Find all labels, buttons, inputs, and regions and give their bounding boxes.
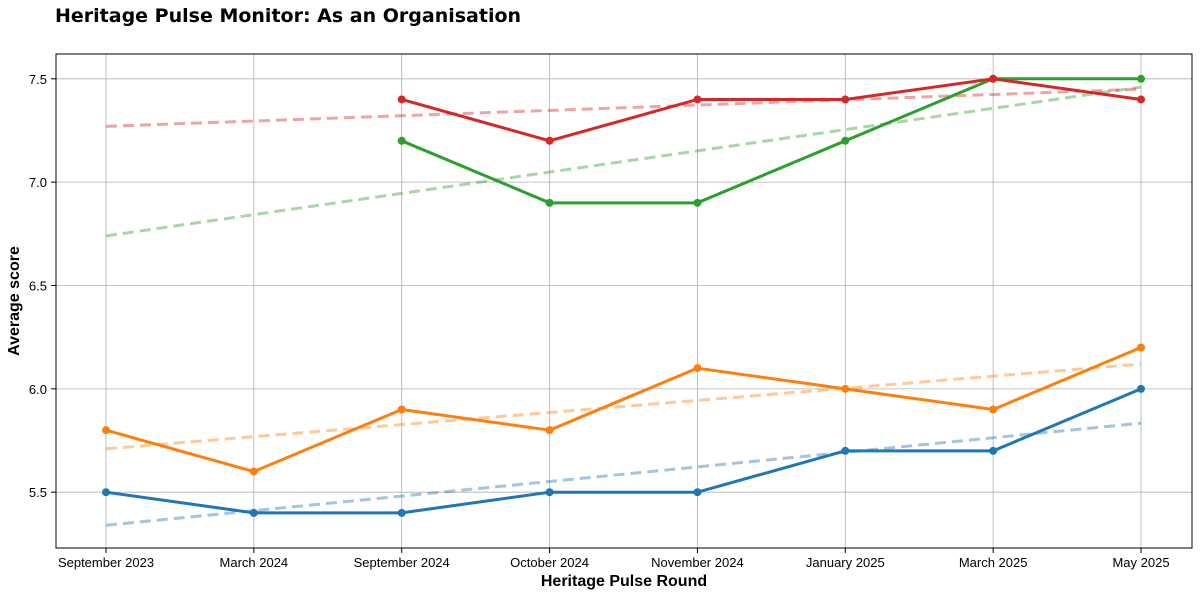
data-point: [249, 467, 258, 476]
x-tick-label: March 2024: [220, 555, 289, 570]
data-point: [545, 488, 554, 497]
trend-line: [105, 362, 1142, 451]
y-tick-label: 6.0: [29, 382, 47, 397]
y-axis-label: Average score: [6, 246, 23, 356]
data-point: [397, 95, 406, 104]
data-point: [989, 74, 998, 83]
data-point: [397, 136, 406, 145]
data-point: [693, 198, 702, 207]
data-point: [693, 488, 702, 497]
data-point: [841, 136, 850, 145]
data-point: [397, 405, 406, 414]
series-line: [401, 77, 1141, 205]
data-point: [102, 426, 110, 435]
x-tick-label: January 2025: [806, 555, 885, 570]
data-point: [841, 95, 850, 104]
series-lines: [102, 74, 1145, 517]
data-point: [841, 384, 850, 393]
data-point: [545, 136, 554, 145]
data-point: [841, 446, 850, 455]
data-point: [249, 508, 258, 517]
data-point: [545, 198, 554, 207]
trend-line: [105, 421, 1142, 527]
data-point: [1137, 384, 1145, 393]
x-axis-label: Heritage Pulse Round: [541, 573, 707, 590]
y-tick-label: 5.5: [29, 485, 47, 500]
y-tick-label: 7.0: [29, 175, 47, 190]
trend-line: [105, 87, 1142, 128]
x-tick-label: September 2024: [354, 555, 450, 570]
x-tick-label: May 2025: [1112, 555, 1169, 570]
data-point: [1137, 95, 1145, 104]
data-point: [989, 405, 998, 414]
data-point: [693, 95, 702, 104]
data-point: [545, 426, 554, 435]
y-axis-ticks: 5.5 6.0 6.5 7.0 7.5: [29, 72, 56, 500]
x-axis-ticks: September 2023 March 2024 September 2024 Oc…: [58, 548, 1170, 570]
data-point: [693, 364, 702, 373]
plot-area-frame: [55, 53, 1193, 549]
data-point: [1137, 343, 1145, 352]
chart-title: Heritage Pulse Monitor: As an Organisati…: [55, 5, 522, 27]
x-tick-label: March 2025: [959, 555, 1028, 570]
trend-line: [105, 85, 1142, 238]
data-point: [989, 446, 998, 455]
series-line: [401, 77, 1142, 143]
data-point: [102, 488, 110, 497]
x-tick-label: November 2024: [651, 555, 744, 570]
data-point: [1137, 74, 1145, 83]
y-tick-label: 6.5: [29, 278, 47, 293]
y-tick-label: 7.5: [29, 72, 47, 87]
x-tick-label: October 2024: [510, 555, 589, 570]
x-tick-label: September 2023: [58, 555, 154, 570]
series-line: [105, 346, 1142, 474]
trend-lines: [105, 85, 1142, 527]
series-line: [105, 387, 1142, 515]
data-point: [397, 508, 406, 517]
